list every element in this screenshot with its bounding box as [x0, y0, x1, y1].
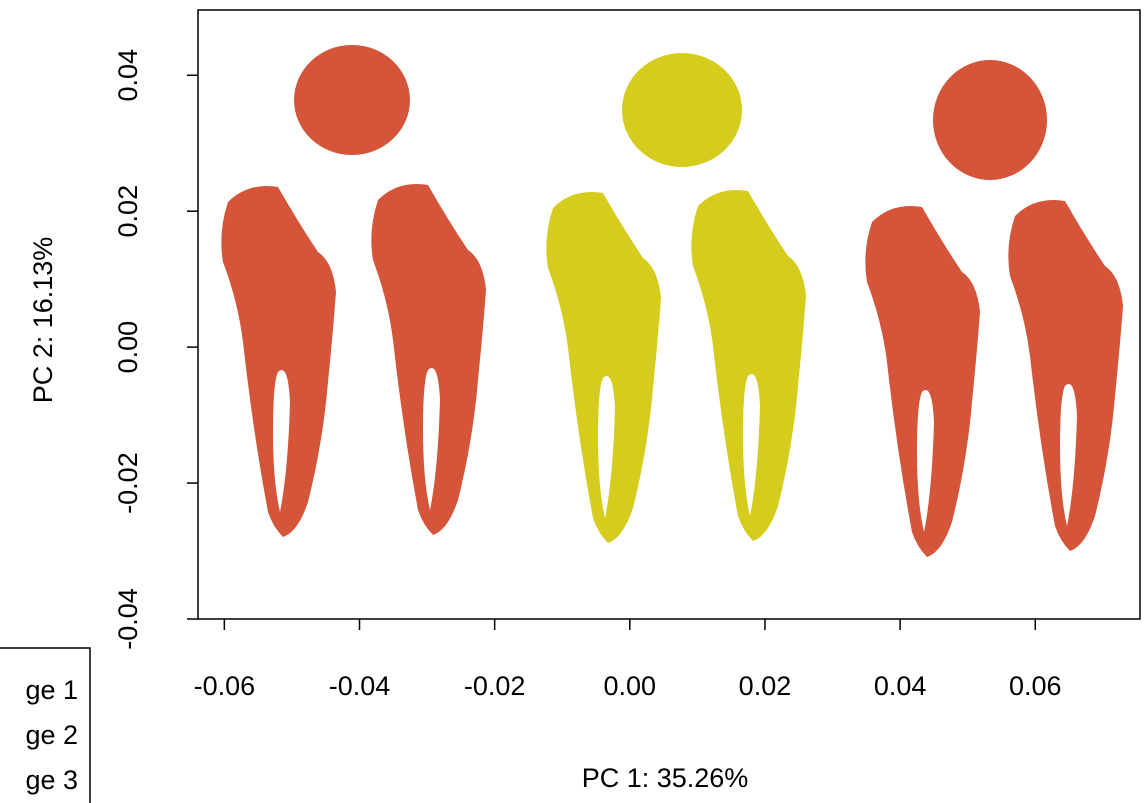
- legend-label: ge 1: [25, 675, 78, 705]
- x-tick-label: 0.06: [1009, 671, 1062, 701]
- tooth-side: [221, 186, 336, 537]
- x-tick-label: 0.04: [874, 671, 927, 701]
- tooth-side: [371, 184, 486, 535]
- x-tick-label: -0.06: [194, 671, 256, 701]
- y-axis-label: PC 2: 16.13%: [28, 237, 58, 404]
- y-tick-label: -0.04: [113, 588, 143, 650]
- tooth-side: [546, 192, 661, 543]
- x-tick-label: 0.02: [739, 671, 792, 701]
- occlusal-view: [622, 53, 742, 167]
- x-axis-label: PC 1: 35.26%: [582, 763, 749, 793]
- legend-label: ge 3: [25, 765, 78, 795]
- tooth-side: [1008, 200, 1123, 551]
- y-tick-label: -0.02: [113, 452, 143, 514]
- chart: PC 1: 35.26% PC 2: 16.13% -0.06 -0.04 -0.0…: [0, 0, 1147, 803]
- y-tick-label: 0.04: [113, 49, 143, 102]
- y-tick-label: 0.02: [113, 185, 143, 238]
- x-tick-label: -0.02: [464, 671, 526, 701]
- tooth-renders: [221, 45, 1123, 557]
- occlusal-view: [933, 60, 1047, 180]
- tooth-side: [691, 190, 806, 541]
- occlusal-view: [294, 45, 410, 155]
- x-tick-label: 0.00: [604, 671, 657, 701]
- x-tick-label: -0.04: [329, 671, 391, 701]
- legend-label: ge 2: [25, 720, 78, 750]
- tooth-side: [865, 206, 980, 557]
- y-tick-label: 0.00: [113, 321, 143, 374]
